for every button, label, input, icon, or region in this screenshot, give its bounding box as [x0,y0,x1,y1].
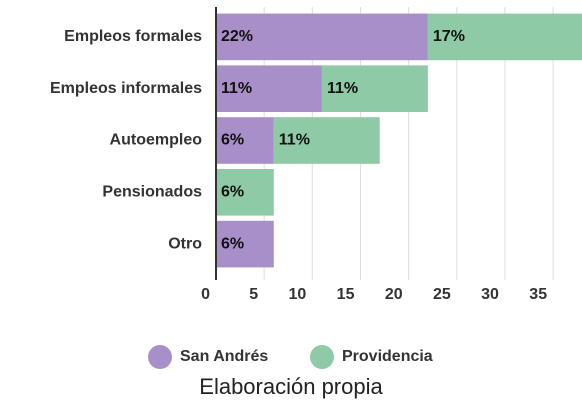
y-tick-label: Pensionados [102,184,202,201]
y-tick-label: Autoempleo [110,132,203,149]
bar [216,65,322,113]
x-tick-label: 35 [529,286,547,303]
y-tick-label: Empleos formales [64,28,202,45]
y-tick-label: Otro [168,235,202,252]
x-tick-label: 25 [433,286,451,303]
data-label: 6% [221,235,244,252]
caption: Elaboración propia [199,374,383,399]
bar [216,168,274,216]
x-tick-label: 20 [385,286,403,303]
data-label: 17% [433,28,465,45]
x-tick-label: 15 [337,286,355,303]
bar [216,13,428,61]
data-label: 11% [221,80,252,97]
data-label: 6% [221,132,244,149]
bar [427,13,582,61]
bar [321,65,428,113]
data-label: 6% [221,184,244,201]
data-label: 11% [279,132,310,149]
x-tick-label: 0 [201,286,210,303]
legend-swatch [310,345,334,369]
y-tick-label: Empleos informales [50,80,202,97]
x-tick-label: 30 [481,286,499,303]
legend-label: San Andrés [180,348,268,365]
x-tick-label: 5 [249,286,258,303]
data-label: 22% [221,28,253,45]
bar [216,117,274,164]
x-tick-label: 10 [289,286,307,303]
legend-label: Providencia [342,348,433,365]
bar [273,117,380,164]
data-label: 11% [327,80,358,97]
bar [216,220,274,268]
legend-swatch [148,345,172,369]
